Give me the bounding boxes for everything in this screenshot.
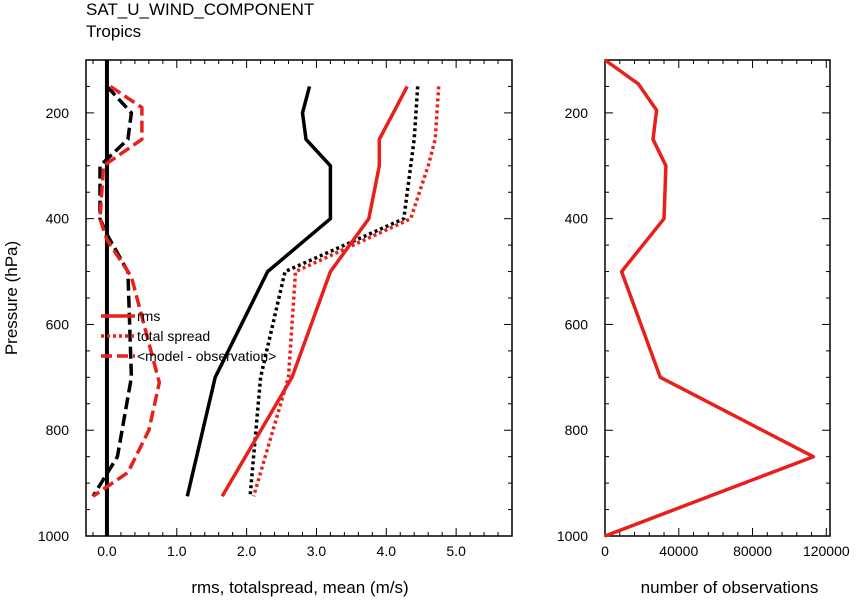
series-line-red-solid: [220, 85, 409, 498]
chart-title: SAT_U_WIND_COMPONENT: [86, 0, 315, 19]
series-line-red-dashed: [92, 84, 162, 498]
series-line-red-dotted: [251, 86, 441, 497]
y-tick-label: 800: [565, 422, 589, 438]
x-axis-label: number of observations: [641, 578, 819, 597]
y-tick-label: 800: [46, 422, 70, 438]
x-tick-label: 40000: [659, 543, 698, 559]
plot-frame: [85, 59, 513, 537]
left-panel: 200 400 600 800 1000 0.0 1.0 2.0 3.0 4.0 5.0 rms, t…: [2, 59, 513, 597]
legend-label: <model - observation>: [137, 348, 276, 364]
legend-label: rms: [137, 308, 160, 324]
y-tick-label: 1000: [557, 528, 588, 544]
x-tick-label: 120000: [803, 543, 850, 559]
y-tick-label: 400: [46, 211, 70, 227]
x-tick-label: 4.0: [377, 543, 397, 559]
series-line-black-dashed: [91, 85, 134, 498]
x-tick-label: 0: [601, 543, 609, 559]
x-tick-label: 1.0: [167, 543, 187, 559]
series-line-red-solid: [603, 58, 816, 538]
chart-subtitle: Tropics: [86, 22, 142, 41]
series-line-black-solid: [185, 85, 333, 497]
x-tick-label: 80000: [733, 543, 772, 559]
y-tick-label: 600: [46, 316, 70, 332]
y-tick-label: 1000: [38, 528, 69, 544]
x-tick-label: 3.0: [307, 543, 327, 559]
y-tick-label: 600: [565, 316, 589, 332]
y-tick-label: 200: [46, 105, 70, 121]
x-axis-label: rms, totalspread, mean (m/s): [191, 578, 408, 597]
right-panel: 200 400 600 800 1000 0 40000 80000 120000 number …: [557, 58, 850, 597]
y-axis-label: Pressure (hPa): [2, 241, 21, 355]
y-tick-label: 400: [565, 211, 589, 227]
legend-label: total spread: [137, 328, 210, 344]
x-tick-label: 0.0: [97, 543, 117, 559]
series-line-black-dotted: [248, 86, 420, 497]
x-tick-label: 2.0: [237, 543, 257, 559]
y-tick-label: 200: [565, 105, 589, 121]
x-tick-label: 5.0: [446, 543, 466, 559]
